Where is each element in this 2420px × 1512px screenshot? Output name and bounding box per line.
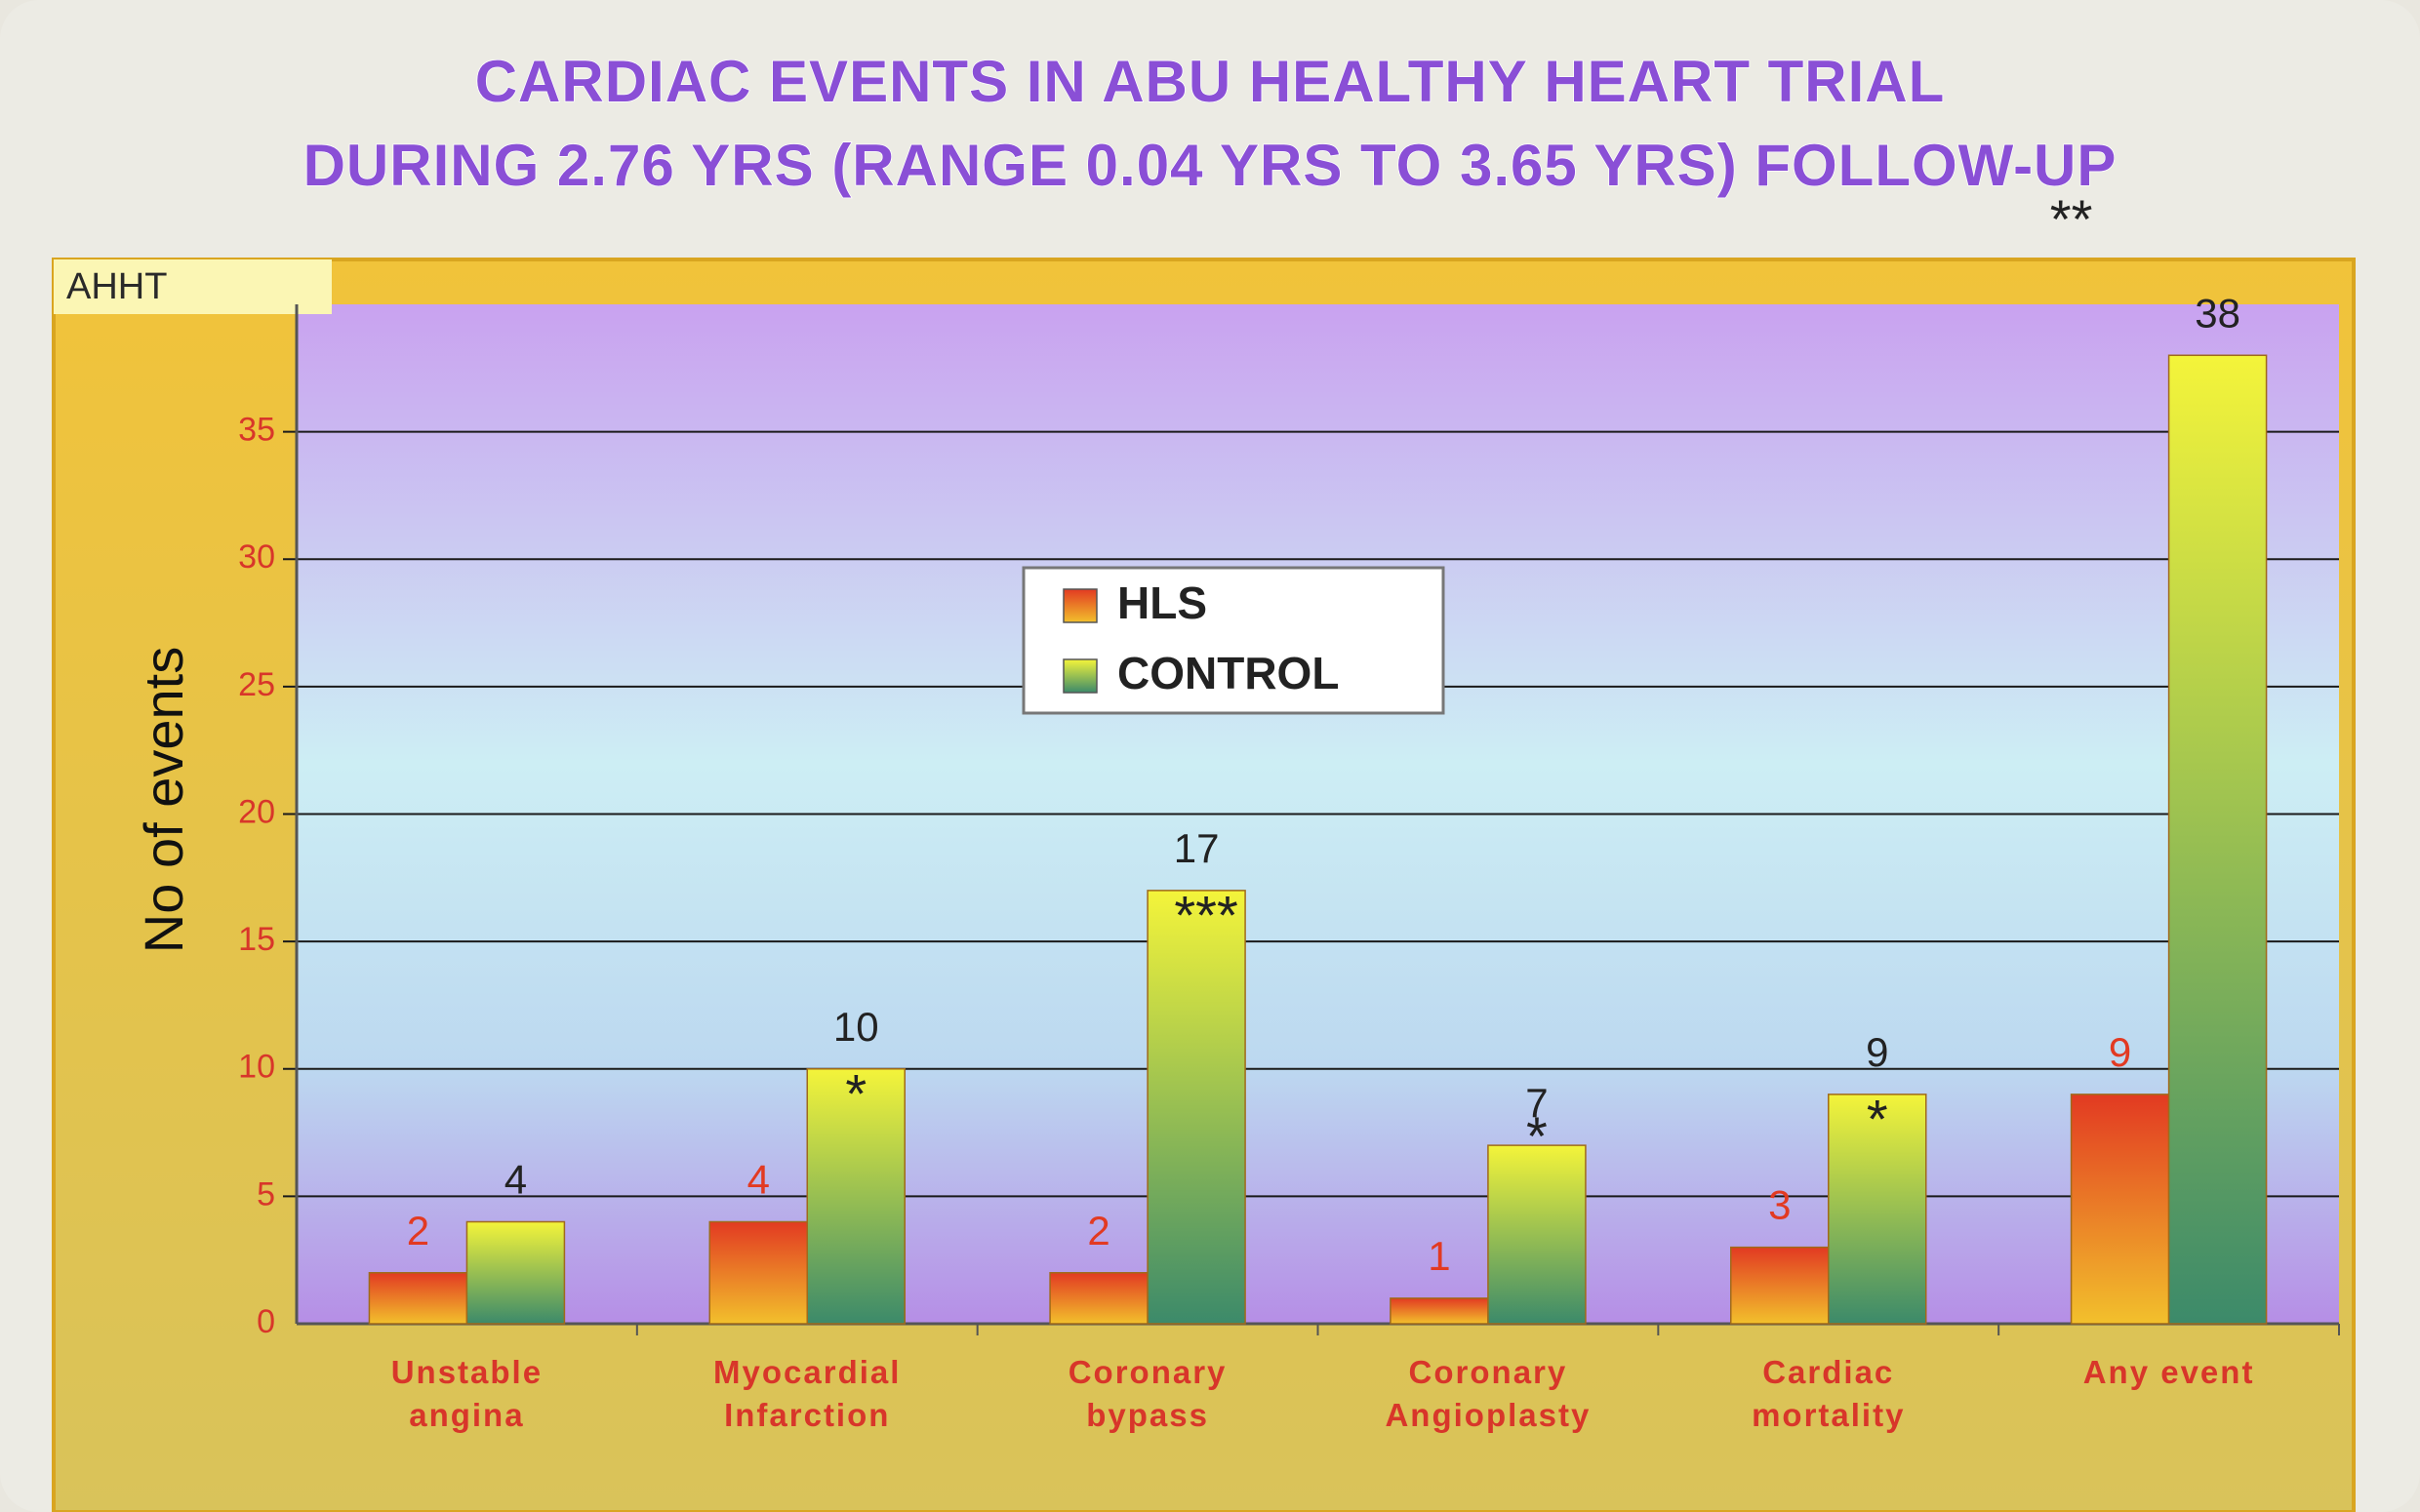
significance: * [1526,1105,1548,1167]
value-label: 38 [2195,290,2240,336]
y-tick-label: 0 [257,1303,275,1340]
legend-swatch [1063,658,1098,694]
y-tick-label: 35 [238,412,275,449]
y-axis-label: No of events [133,647,194,953]
chart-title: CARDIAC EVENTS IN ABU HEALTHY HEART TRIA… [475,49,1946,114]
bar [2167,354,2268,1325]
significance: * [845,1063,867,1125]
value-label: 17 [1174,825,1220,871]
bar [806,1068,906,1325]
bar [1730,1246,1830,1325]
bar [1049,1272,1149,1325]
x-tick-label: Myocardial Infarction [713,1354,902,1433]
y-tick-label: 10 [238,1049,275,1086]
value-label: 1 [1428,1233,1450,1279]
bar [1390,1297,1489,1325]
bar [1828,1094,1927,1325]
y-tick-label: 15 [238,921,275,958]
x-tick-label: Coronary bypass [1068,1354,1228,1433]
value-label: 2 [1087,1208,1109,1253]
bar [708,1220,808,1325]
bar [465,1220,566,1325]
legend-label: HLS [1117,577,1207,628]
x-tick-label: Cardiac mortality [1752,1354,1906,1433]
value-label: 2 [407,1208,429,1253]
bar [1147,890,1246,1325]
y-tick-label: 30 [238,538,275,576]
x-tick-label: Coronary Angioplasty [1385,1354,1592,1433]
y-tick-label: 25 [238,666,275,703]
x-tick-label: Any event [2082,1354,2255,1390]
corner-label: AHHT [66,266,167,307]
value-label: 4 [504,1157,527,1203]
significance: *** [1174,885,1237,946]
value-label: 10 [833,1004,879,1050]
bar [2070,1094,2170,1325]
significance: * [1867,1089,1888,1150]
corner-label-bg [54,259,332,314]
value-label: 4 [747,1157,770,1203]
x-tick-label: Unstable angina [390,1354,544,1433]
bar [1487,1144,1587,1325]
legend-swatch [1063,588,1098,623]
value-label: 3 [1768,1182,1791,1228]
value-label: 7 [1525,1080,1548,1126]
y-tick-label: 5 [257,1175,275,1213]
y-tick-label: 20 [238,793,275,830]
legend-label: CONTROL [1117,648,1339,698]
value-label: 9 [2109,1029,2131,1075]
value-label: 9 [1866,1029,1888,1075]
chart-subtitle: DURING 2.76 YRS (RANGE 0.04 YRS TO 3.65 … [303,133,2118,198]
significance: ** [2050,188,2093,250]
bar [368,1272,468,1325]
